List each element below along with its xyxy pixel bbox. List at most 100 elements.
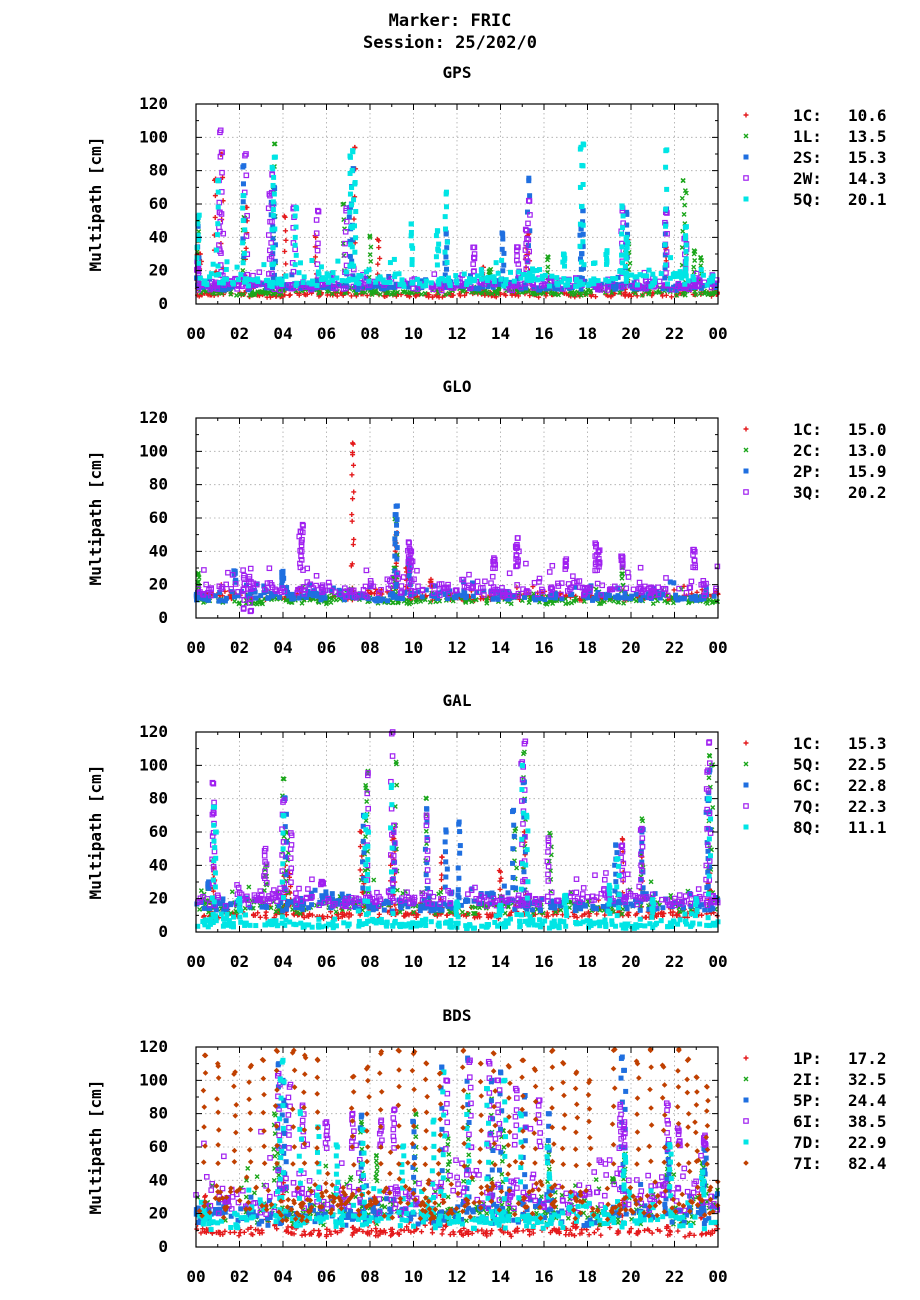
data-point: [624, 231, 630, 237]
data-point: [603, 595, 609, 601]
data-point: [496, 286, 502, 292]
data-point: [335, 258, 341, 264]
data-point: [364, 798, 370, 804]
data-point: [525, 197, 532, 204]
data-point: [526, 178, 532, 184]
data-point: [265, 205, 272, 212]
data-point: [350, 283, 357, 290]
data-point: [657, 590, 663, 596]
data-point: [613, 276, 619, 282]
data-point: [263, 290, 269, 296]
data-point: [646, 267, 652, 273]
data-point: [680, 228, 686, 234]
legend: 1C: 15.02C: 13.02P: 15.93Q: 20.2: [743, 420, 887, 502]
data-point: [268, 240, 274, 246]
data-point: [514, 253, 520, 259]
data-point: [580, 141, 586, 147]
data-point: [447, 281, 453, 287]
data-point: [373, 597, 379, 603]
data-point: [212, 193, 218, 199]
data-point: [259, 904, 265, 910]
data-point: [683, 260, 689, 266]
data-point: [694, 283, 700, 290]
data-point: [343, 269, 349, 275]
data-point: [442, 839, 448, 845]
legend-marker: [743, 154, 749, 160]
data-point: [269, 270, 275, 277]
data-point: [270, 280, 276, 286]
data-point: [352, 181, 358, 187]
data-point: [336, 281, 342, 287]
data-point: [600, 904, 606, 910]
data-point: [521, 594, 527, 600]
data-point: [466, 571, 472, 578]
data-point: [627, 282, 633, 288]
data-point: [369, 292, 375, 298]
data-point: [217, 209, 223, 216]
data-point: [482, 578, 488, 585]
data-point: [580, 885, 587, 891]
data-point: [644, 286, 650, 292]
data-point: [267, 280, 273, 286]
data-point: [613, 842, 619, 848]
data-point: [252, 589, 258, 595]
data-point: [510, 846, 516, 852]
data-point: [400, 596, 406, 602]
data-point: [367, 234, 373, 240]
data-point: [304, 291, 310, 297]
data-point: [701, 283, 707, 289]
data-point: [284, 585, 290, 591]
data-point: [413, 597, 419, 603]
data-point: [666, 287, 672, 293]
data-point: [246, 884, 252, 890]
data-point: [321, 285, 327, 291]
legend-label: 1C:: [793, 106, 822, 125]
data-point: [620, 225, 626, 231]
data-point: [247, 277, 253, 283]
data-point: [599, 582, 606, 589]
data-point: [341, 201, 347, 207]
data-point: [625, 569, 631, 576]
data-point: [479, 271, 485, 277]
data-point: [428, 919, 434, 925]
data-point: [215, 263, 221, 269]
data-point: [438, 860, 444, 866]
data-point: [214, 286, 220, 292]
data-point: [258, 593, 264, 599]
data-point: [560, 286, 566, 292]
data-point: [679, 195, 685, 201]
data-point: [424, 878, 431, 884]
data-point: [543, 293, 549, 299]
data-point: [587, 289, 593, 295]
data-point: [195, 570, 201, 576]
data-point: [219, 169, 225, 176]
data-point: [363, 834, 369, 840]
data-point: [240, 236, 246, 242]
data-point: [675, 597, 681, 603]
data-point: [232, 594, 238, 600]
data-point: [195, 572, 201, 578]
data-point: [591, 276, 597, 282]
data-point: [232, 568, 238, 574]
data-point: [376, 238, 382, 244]
data-point: [409, 280, 415, 286]
data-point: [590, 260, 596, 266]
data-point: [515, 244, 521, 251]
data-point: [663, 262, 669, 268]
data-point: [683, 266, 689, 272]
data-point: [351, 536, 357, 542]
data-point: [409, 592, 415, 598]
data-point: [501, 250, 507, 256]
data-point: [706, 290, 712, 296]
data-point: [621, 283, 627, 289]
data-point: [283, 261, 289, 267]
data-point: [216, 271, 222, 277]
data-point: [621, 600, 627, 606]
data-point: [610, 276, 616, 282]
data-point: [392, 536, 398, 542]
data-point: [289, 272, 295, 278]
data-point: [650, 271, 656, 277]
data-point: [567, 277, 573, 283]
data-point: [373, 283, 379, 289]
data-point: [511, 278, 517, 284]
